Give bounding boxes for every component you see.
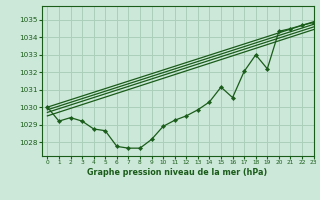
X-axis label: Graphe pression niveau de la mer (hPa): Graphe pression niveau de la mer (hPa) — [87, 168, 268, 177]
